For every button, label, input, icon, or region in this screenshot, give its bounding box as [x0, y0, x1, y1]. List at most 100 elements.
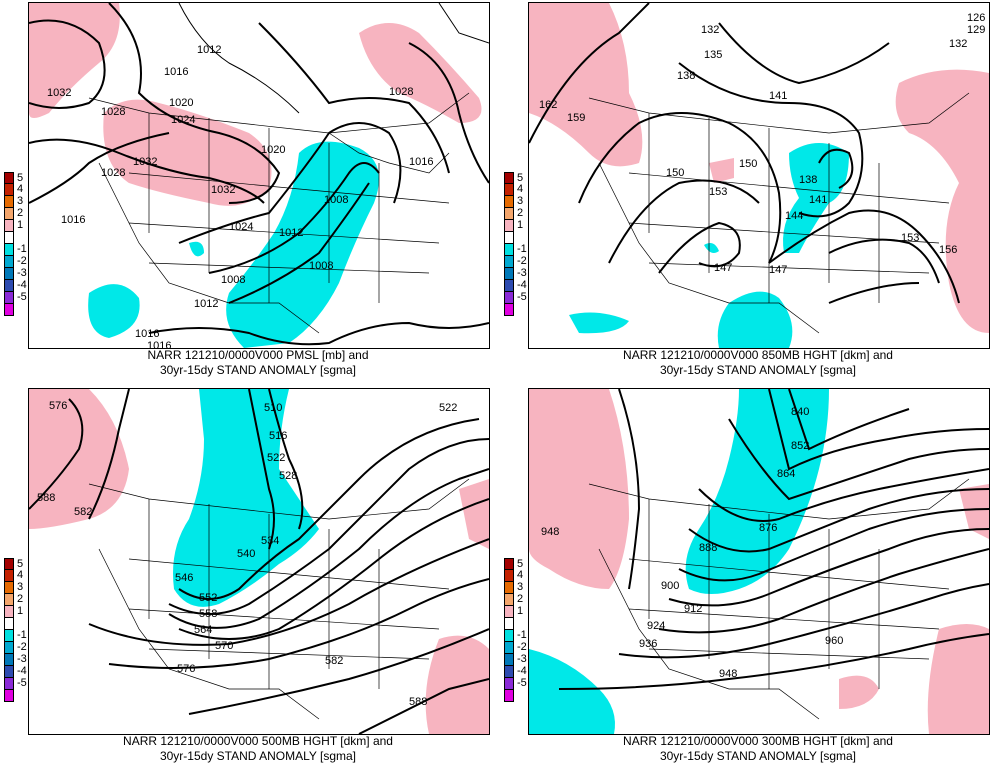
contour-label: 576 [177, 663, 195, 675]
contour-label: 150 [739, 158, 757, 170]
colorbar-cell: -2 [504, 642, 527, 654]
contour-label: 1020 [261, 144, 285, 156]
contour-label: 1024 [171, 114, 195, 126]
colorbar-cell: 4 [4, 184, 23, 196]
contour-label: 864 [777, 468, 795, 480]
map-500mb: 576 510 516 522 522 528 588 582 534 540 … [28, 388, 490, 735]
colorbar-cell: 2 [504, 208, 523, 220]
contour-label: 141 [769, 90, 787, 102]
contour-label: 534 [261, 535, 279, 547]
colorbar-cell [4, 690, 14, 702]
contour-label: 147 [769, 264, 787, 276]
colorbar-cell: -4 [4, 666, 27, 678]
contour-label: 1020 [169, 97, 193, 109]
colorbar-cell [504, 618, 514, 630]
contour-labels: 1012 1016 1032 1028 1020 1024 1032 1032 … [47, 44, 433, 348]
colorbar: 5 4 3 2 1 -1 -2 -3 -4 -5 [504, 558, 527, 702]
negative-anomaly-region [717, 291, 793, 348]
contour-label: 1016 [164, 66, 188, 78]
contour-label: 552 [199, 592, 217, 604]
contour-label: 1028 [101, 167, 125, 179]
negative-anomaly-region [529, 649, 615, 734]
contour-label: 153 [901, 232, 919, 244]
contour-label: 516 [269, 430, 287, 442]
colorbar-cell [504, 690, 514, 702]
contour-label: 1028 [101, 106, 125, 118]
positive-anomaly-region [959, 484, 989, 539]
positive-anomaly-region [927, 624, 989, 734]
caption: NARR 121210/0000V000 PMSL [mb] and 30yr-… [28, 348, 488, 378]
colorbar-cell: -1 [4, 244, 27, 256]
map-300mb: 840 852 864 876 888 900 912 924 936 948 … [528, 388, 990, 735]
contour-label: 582 [325, 655, 343, 667]
contour-label: 1028 [389, 86, 413, 98]
colorbar-cell: 3 [4, 196, 23, 208]
colorbar-cell: -4 [504, 280, 527, 292]
negative-anomaly-region [569, 312, 629, 334]
contour-label: 1008 [221, 274, 245, 286]
panel-300mb: 840 852 864 876 888 900 912 924 936 948 … [500, 386, 1000, 772]
colorbar-cell: -4 [4, 280, 27, 292]
contour-label: 150 [666, 167, 684, 179]
positive-anomaly-region [29, 389, 129, 529]
contour-label: 540 [237, 548, 255, 560]
contour-label: 1024 [229, 221, 253, 233]
positive-anomaly-region [529, 389, 629, 589]
contour-label: 1016 [135, 328, 159, 340]
contour-label: 147 [714, 262, 732, 274]
positive-anomaly-region [895, 69, 989, 334]
contour-label: 1012 [194, 298, 218, 310]
negative-anomaly-region [189, 241, 204, 257]
caption: NARR 121210/0000V000 300MB HGHT [dkm] an… [528, 734, 988, 764]
colorbar-cell: 2 [4, 594, 23, 606]
contour-label: 936 [639, 638, 657, 650]
contour-label: 1012 [197, 44, 221, 56]
positive-anomaly-region [425, 635, 489, 734]
colorbar-cell: -2 [504, 256, 527, 268]
colorbar-cell: -1 [504, 630, 527, 642]
colorbar-cell: -5 [4, 292, 27, 304]
contour-label: 144 [785, 210, 803, 222]
map-pmsl: 1012 1016 1032 1028 1020 1024 1032 1032 … [28, 2, 490, 349]
colorbar-cell [504, 304, 514, 316]
panel-500mb: 576 510 516 522 522 528 588 582 534 540 … [0, 386, 500, 772]
colorbar-cell [504, 232, 514, 244]
contour-label: 132 [701, 24, 719, 36]
contour-label: 156 [939, 244, 957, 256]
colorbar-cell [4, 618, 14, 630]
contour-label: 900 [661, 580, 679, 592]
contour-label: 960 [825, 635, 843, 647]
positive-anomaly-region [839, 675, 879, 709]
colorbar-cell: 4 [504, 570, 523, 582]
colorbar-cell [4, 232, 14, 244]
contour-label: 582 [74, 506, 92, 518]
contour-label: 528 [279, 470, 297, 482]
colorbar-cell: 1 [4, 606, 23, 618]
contour-label: 1016 [61, 214, 85, 226]
colorbar-cell: 1 [4, 220, 23, 232]
negative-anomaly-region [685, 389, 829, 594]
colorbar-cell: -3 [4, 654, 27, 666]
colorbar: 5 4 3 2 1 -1 -2 -3 -4 -5 [504, 172, 527, 316]
contour-label: 888 [699, 542, 717, 554]
positive-anomaly-region [529, 3, 643, 167]
contour-labels: 576 510 516 522 522 528 588 582 534 540 … [37, 400, 457, 708]
colorbar-cell: -1 [504, 244, 527, 256]
colorbar-cell: -2 [4, 256, 27, 268]
caption: NARR 121210/0000V000 850MB HGHT [dkm] an… [528, 348, 988, 378]
contour-label: 162 [539, 99, 557, 111]
caption-line2: 30yr-15dy STAND ANOMALY [sgma] [159, 749, 357, 763]
contour-label: 1032 [133, 156, 157, 168]
contour-label: 564 [194, 624, 212, 636]
caption-line1: NARR 121210/0000V000 850MB HGHT [dkm] an… [623, 348, 893, 362]
contour-label: 1032 [47, 87, 71, 99]
negative-anomaly-region [88, 284, 140, 338]
contour-label: 588 [409, 696, 427, 708]
colorbar-cell: 3 [4, 582, 23, 594]
contour-label: 522 [267, 452, 285, 464]
contour-label: 912 [684, 603, 702, 615]
contour-label: 1008 [309, 260, 333, 272]
contour-label: 558 [199, 608, 217, 620]
panel-pmsl: 1012 1016 1032 1028 1020 1024 1032 1032 … [0, 0, 500, 386]
colorbar-cell: -3 [504, 654, 527, 666]
